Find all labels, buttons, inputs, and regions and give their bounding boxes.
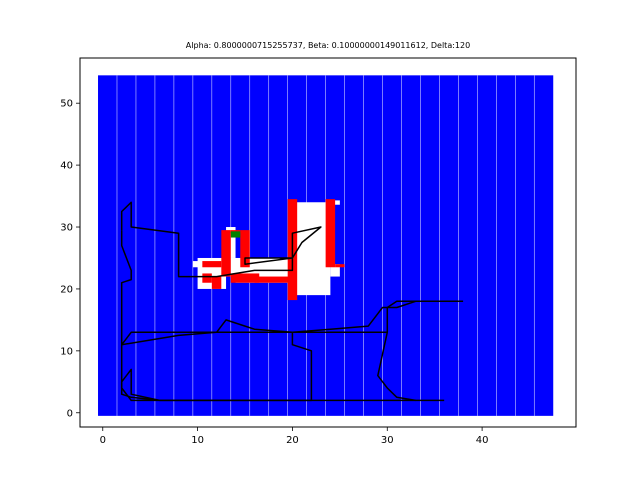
obstacle-cell-region (202, 273, 212, 283)
x-tick-label: 20 (286, 435, 299, 446)
obstacle-cell-region (211, 276, 222, 289)
path-line (120, 201, 322, 278)
path-line (377, 332, 416, 402)
goal-cell (230, 231, 241, 238)
obstacle-cell-region (335, 264, 345, 268)
obstacle-cell-region (325, 199, 336, 268)
obstacle-cell-region (230, 273, 260, 283)
obstacle-cell-region (240, 230, 250, 268)
obstacle-cell-region (202, 261, 222, 268)
chart-title: Alpha: 0.8000000715255737, Beta: 0.10000… (186, 41, 470, 50)
free-cell-region (192, 261, 203, 268)
y-tick-label: 20 (60, 284, 73, 295)
free-cell-region (330, 264, 340, 277)
x-tick-label: 10 (191, 435, 204, 446)
y-tick-label: 40 (60, 161, 73, 172)
x-tick-label: 0 (100, 435, 106, 446)
obstacle-cell-region (221, 230, 231, 277)
y-tick-label: 50 (60, 99, 73, 110)
obstacle-cell-region (254, 276, 293, 283)
plot-frame (79, 57, 577, 428)
x-tick-label: 40 (476, 435, 489, 446)
x-axis: 0 10 20 30 40 (100, 427, 489, 446)
x-tick-label: 30 (381, 435, 394, 446)
plot-area (98, 75, 554, 416)
path-line (120, 344, 445, 402)
y-tick-label: 30 (60, 223, 73, 234)
y-tick-label: 10 (60, 346, 73, 357)
y-tick-label: 0 (67, 408, 73, 419)
y-axis: 0 10 20 30 40 50 (60, 99, 80, 419)
